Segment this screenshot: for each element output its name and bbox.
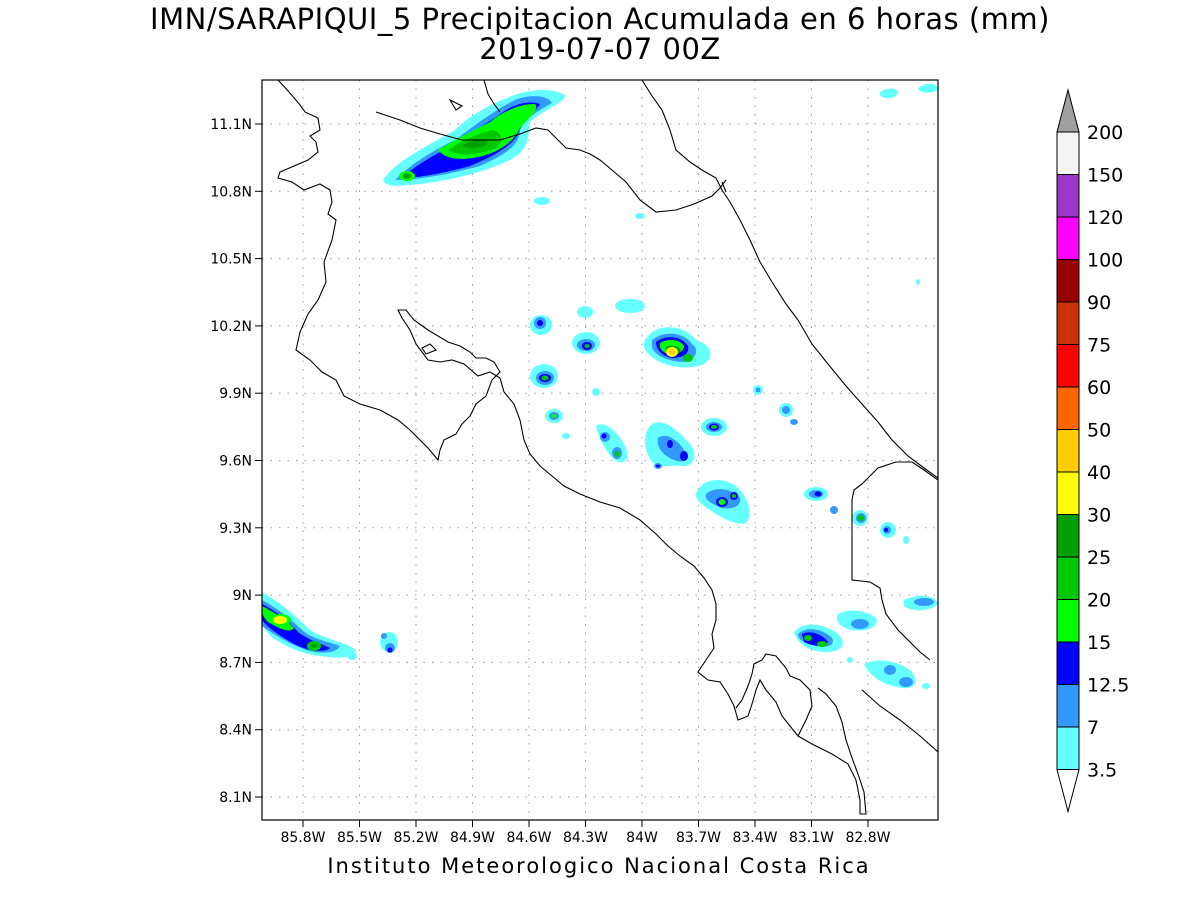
map-date: 2019-07-07 00Z bbox=[479, 32, 721, 66]
colorbar-swatch bbox=[1056, 174, 1080, 218]
rain-area-north bbox=[383, 83, 938, 205]
colorbar-label: 100 bbox=[1087, 250, 1123, 272]
colorbar-swatch bbox=[1056, 684, 1080, 728]
lon-tick-label: 83.7W bbox=[676, 830, 721, 846]
footer-credit: Instituto Meteorologico Nacional Costa R… bbox=[327, 854, 871, 878]
lon-tick-label: 84.9W bbox=[450, 830, 495, 846]
lat-tick-label: 11.1N bbox=[210, 117, 252, 133]
colorbar-label: 7 bbox=[1087, 717, 1099, 739]
lon-tick-label: 84.3W bbox=[563, 830, 608, 846]
map-frame bbox=[261, 79, 939, 821]
lat-tick-label: 9.3N bbox=[219, 521, 252, 537]
colorbar-swatch bbox=[1056, 599, 1080, 643]
colorbar-swatch bbox=[1056, 216, 1080, 260]
lon-tick-label: 84.6W bbox=[506, 830, 551, 846]
lat-tick-label: 8.1N bbox=[219, 790, 252, 806]
rain-cells-central bbox=[530, 213, 920, 524]
colorbar-label: 15 bbox=[1087, 632, 1111, 654]
colorbar-label: 25 bbox=[1087, 547, 1111, 569]
colorbar-swatch bbox=[1056, 726, 1080, 770]
lat-tick-label: 9N bbox=[233, 588, 252, 604]
colorbar-swatch bbox=[1056, 386, 1080, 430]
colorbar-label: 150 bbox=[1087, 165, 1123, 187]
colorbar-label: 90 bbox=[1087, 292, 1111, 314]
grid-lines: 11.1N 10.8N 10.5N 10.2N 9.9N 9.6N 9.3N 9N 8.7N 8.… bbox=[210, 80, 938, 846]
lat-tick-label: 9.9N bbox=[219, 386, 252, 402]
lat-tick-label: 10.5N bbox=[210, 252, 252, 268]
colorbar-label: 60 bbox=[1087, 377, 1111, 399]
colorbar-bottom-arrow bbox=[1056, 769, 1080, 814]
lon-tick-label: 85.2W bbox=[393, 830, 438, 846]
colorbar-swatch bbox=[1056, 514, 1080, 558]
lat-tick-label: 10.2N bbox=[210, 319, 252, 335]
colorbar-swatch bbox=[1056, 301, 1080, 345]
colorbar-swatch bbox=[1056, 344, 1080, 388]
lon-tick-label: 82.8W bbox=[845, 830, 890, 846]
colorbar-label: 200 bbox=[1087, 122, 1123, 144]
lat-tick-label: 8.4N bbox=[219, 723, 252, 739]
precipitation-field bbox=[262, 83, 938, 689]
colorbar-label: 75 bbox=[1087, 335, 1111, 357]
lon-tick-label: 85.5W bbox=[337, 830, 382, 846]
lat-tick-label: 10.8N bbox=[210, 184, 252, 200]
colorbar-swatch bbox=[1056, 429, 1080, 473]
colorbar-swatch bbox=[1056, 131, 1080, 175]
colorbar-label: 12.5 bbox=[1087, 675, 1129, 697]
colorbar-label: 120 bbox=[1087, 207, 1123, 229]
lat-tick-label: 8.7N bbox=[219, 655, 252, 671]
colorbar-label: 40 bbox=[1087, 462, 1111, 484]
lon-tick-label: 83.4W bbox=[732, 830, 777, 846]
lat-tick-label: 9.6N bbox=[219, 454, 252, 470]
lon-tick-label: 85.8W bbox=[280, 830, 325, 846]
colorbar-swatch bbox=[1056, 556, 1080, 600]
colorbar-swatch bbox=[1056, 259, 1080, 303]
map-title: IMN/SARAPIQUI_5 Precipitacion Acumulada … bbox=[150, 2, 1050, 36]
colorbar-swatch bbox=[1056, 471, 1080, 515]
coastline bbox=[262, 80, 938, 815]
lon-tick-label: 83.1W bbox=[789, 830, 834, 846]
colorbar-label: 20 bbox=[1087, 590, 1111, 612]
color-bar: 200 150 120 100 90 75 60 50 40 30 25 20 15 12.5 7 3.5 bbox=[1056, 88, 1129, 814]
colorbar-label: 30 bbox=[1087, 505, 1111, 527]
rain-cells-southeast bbox=[779, 403, 938, 689]
colorbar-swatch bbox=[1056, 641, 1080, 685]
colorbar-label: 50 bbox=[1087, 420, 1111, 442]
lon-tick-label: 84W bbox=[626, 830, 658, 846]
colorbar-top-arrow bbox=[1056, 88, 1080, 133]
rain-band-pacific bbox=[262, 592, 398, 660]
colorbar-label: 3.5 bbox=[1087, 760, 1117, 782]
